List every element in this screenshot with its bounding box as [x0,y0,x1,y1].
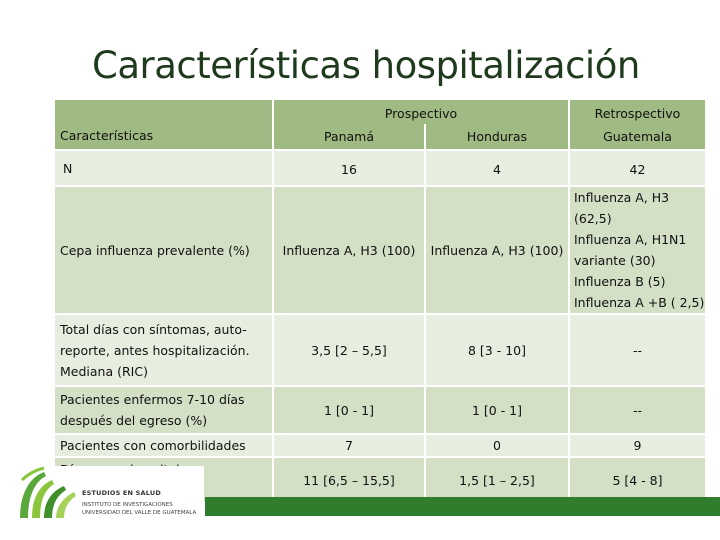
table-header-row: Panamá Honduras Guatemala [55,124,705,151]
header-honduras: Honduras [424,124,569,151]
cell-panama-cama: 11 [6,5 – 15,5] [272,457,425,502]
row-label-cepa: Cepa influenza prevalente (%) [55,186,273,315]
row-label-enfermos: Pacientes enfermos 7-10 días después del… [55,386,273,435]
logo-line2: INSTITUTO DE INVESTIGACIONES [82,502,173,508]
cell-guatemala-cama: 5 [4 - 8] [568,457,705,502]
cell-guatemala-enfermos: -- [568,386,705,435]
slide-title: Características hospitalización [92,44,640,87]
cell-honduras-cama: 1,5 [1 – 2,5] [424,457,569,502]
cell-honduras-cepa: Influenza A, H3 (100) [424,186,569,315]
cepa-guatemala-line: Influenza B (5) [574,274,666,289]
cepa-guatemala-line: variante (30) [574,253,656,268]
cell-guatemala-dias: -- [568,314,705,387]
row-label-line: Mediana (RIC) [60,363,148,379]
logo-line1: ESTUDIOS EN SALUD [82,489,161,497]
table-row: Pacientes enfermos 7-10 días después del… [55,386,705,435]
cepa-guatemala-line: Influenza A, H1N1 [574,232,687,247]
cell-panama-enfermos: 1 [0 - 1] [272,386,425,435]
row-label-dias: Total días con síntomas, auto- reporte, … [55,314,273,387]
cell-panama-cepa: Influenza A, H3 (100) [272,186,425,315]
hospitalization-table: Características Prospectivo Retrospectiv… [55,100,705,502]
row-label-line: reporte, antes hospitalización. [60,342,250,358]
cell-guatemala-n: 42 [568,150,705,187]
cell-guatemala-comorb: 9 [568,434,705,458]
table-row: Total días con síntomas, auto- reporte, … [55,314,705,387]
cell-panama-n: 16 [272,150,425,187]
row-label-line: Pacientes enfermos 7-10 días [60,392,245,407]
row-label-line: Total días con síntomas, auto- [60,321,247,337]
table-row: Cepa influenza prevalente (%) Influenza … [55,186,705,315]
table-row: N 16 4 42 [55,150,705,187]
cell-panama-comorb: 7 [272,434,425,458]
row-label-line: después del egreso (%) [60,413,208,428]
row-label-comorb: Pacientes con comorbilidades [55,434,273,458]
logo-icon [14,466,204,522]
table-header-row: Características Prospectivo Retrospectiv… [55,100,705,151]
cell-guatemala-cepa: Influenza A, H3 (62,5) Influenza A, H1N1… [568,186,705,315]
logo-line3: UNIVERSIDAD DEL VALLE DE GUATEMALA [82,510,197,516]
cell-honduras-comorb: 0 [424,434,569,458]
header-panama: Panamá [272,124,425,151]
cell-honduras-enfermos: 1 [0 - 1] [424,386,569,435]
cell-honduras-n: 4 [424,150,569,187]
table-row: Pacientes con comorbilidades 7 0 9 [55,434,705,458]
row-label-n: N [55,150,273,187]
footer-green-strip [205,497,720,516]
cepa-guatemala-line: (62,5) [574,211,612,226]
cell-panama-dias: 3,5 [2 – 5,5] [272,314,425,387]
header-prospectivo: Prospectivo [272,100,569,124]
cepa-guatemala-line: Influenza A +B ( 2,5) [574,295,705,310]
header-retrospectivo: Retrospectivo [568,100,705,124]
header-guatemala: Guatemala [568,124,705,151]
cell-honduras-dias: 8 [3 - 10] [424,314,569,387]
header-caracteristicas: Características [55,100,273,151]
cepa-guatemala-line: Influenza A, H3 [574,190,670,205]
